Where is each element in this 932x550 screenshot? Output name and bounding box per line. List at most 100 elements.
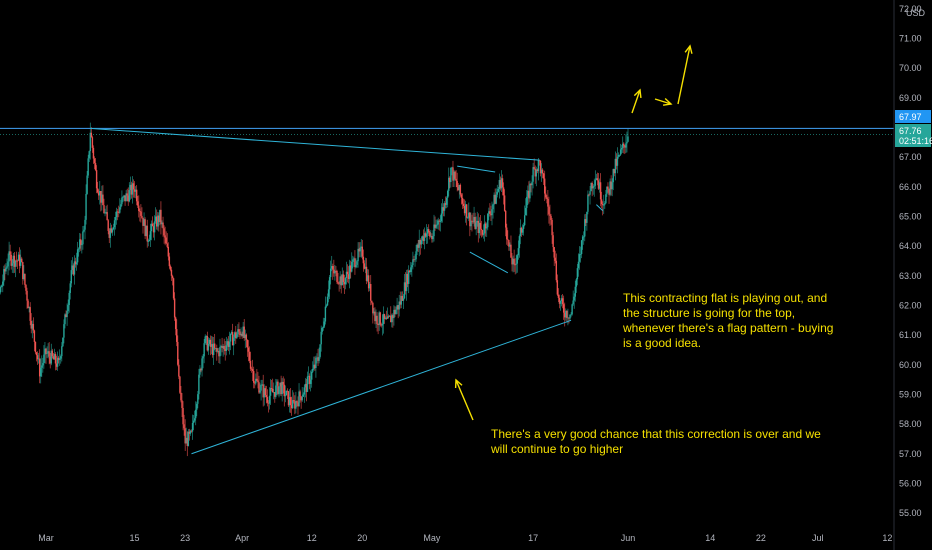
candle-body	[86, 175, 88, 194]
candle-body	[618, 154, 621, 156]
candle-body	[526, 196, 528, 208]
candle-body	[346, 271, 349, 275]
candle-body	[141, 215, 143, 218]
candle-body	[547, 198, 549, 207]
candle-body	[268, 395, 271, 404]
candle-body	[199, 368, 201, 375]
candle-body	[300, 396, 302, 401]
candle-body	[565, 310, 567, 318]
candle-body	[460, 194, 463, 198]
candle-body	[195, 409, 197, 419]
candle-body	[545, 193, 547, 198]
candle-body	[617, 155, 620, 157]
y-tick-label: 56.00	[899, 478, 922, 488]
candle-body	[96, 188, 99, 193]
x-tick-label: 14	[705, 533, 715, 543]
candle-body	[100, 190, 102, 203]
candle-body	[458, 184, 461, 191]
annotation-top[interactable]: This contracting flat is playing out, an…	[623, 291, 834, 350]
candle-body	[227, 341, 230, 347]
candle-body	[382, 314, 385, 325]
candle-body	[271, 388, 274, 393]
currency-label: USD	[906, 8, 926, 18]
candle-body	[164, 235, 166, 238]
candle-body	[614, 158, 617, 174]
candle-body	[601, 204, 604, 206]
candle-body	[600, 199, 603, 205]
candle-body	[226, 341, 229, 346]
candle-body	[212, 343, 215, 355]
arrows-group	[454, 44, 693, 421]
candle-body	[59, 358, 61, 360]
candle-body	[378, 312, 380, 326]
candle-body	[84, 219, 86, 230]
x-tick-label: Apr	[235, 533, 249, 543]
annotation-bottom[interactable]: There's a very good chance that this cor…	[491, 427, 821, 456]
candle-body	[551, 219, 553, 236]
candle-body	[159, 209, 161, 222]
candle-body	[247, 347, 250, 352]
candle-body	[512, 258, 514, 265]
candle-body	[18, 254, 21, 266]
y-tick-label: 70.00	[899, 63, 922, 73]
candle-body	[250, 368, 253, 370]
candle-body	[235, 332, 237, 339]
candle-body	[475, 222, 477, 229]
candle-body	[371, 300, 373, 303]
candle-body	[102, 194, 104, 206]
candle-body	[432, 236, 434, 240]
candle-body	[115, 211, 118, 218]
candle-body	[379, 312, 381, 325]
candle-body	[536, 169, 539, 172]
candle-body	[85, 193, 87, 220]
candle-body	[570, 314, 572, 316]
candle-body	[402, 298, 405, 301]
candle-body	[535, 169, 537, 177]
candle-body	[594, 180, 597, 186]
candle-body	[437, 220, 439, 225]
candle-body	[113, 220, 116, 228]
candle-body	[502, 187, 505, 196]
candle-body	[64, 314, 66, 325]
candle-body	[591, 182, 593, 189]
candle-body	[133, 189, 136, 192]
candle-body	[401, 295, 404, 301]
candle-body	[363, 263, 366, 269]
drawing-lines-group	[0, 127, 894, 455]
x-axis-ticks: Mar 15 23 Apr 12 20 May 17 Jun 14 22 Jul 12	[38, 533, 892, 543]
candle-body	[609, 181, 611, 195]
candle-body	[171, 275, 174, 279]
candle-body	[181, 400, 183, 408]
y-tick-label: 69.00	[899, 93, 922, 103]
level-price-label-bg	[895, 110, 931, 123]
candle-body	[196, 403, 198, 410]
candle-body	[301, 396, 303, 401]
candle-body	[407, 270, 410, 284]
candle-body	[429, 232, 431, 237]
candle-body	[548, 206, 550, 215]
candle-body	[263, 388, 265, 398]
candle-body	[338, 283, 340, 285]
candle-body	[566, 310, 568, 318]
candle-body	[520, 227, 523, 233]
price-axis[interactable]	[894, 0, 932, 550]
candle-body	[465, 204, 468, 218]
candle-body	[403, 282, 406, 299]
candle-body	[306, 376, 309, 392]
x-tick-label: May	[423, 533, 441, 543]
candle-body	[172, 278, 175, 299]
candle-body	[146, 225, 148, 242]
candle-body	[269, 388, 272, 396]
candle-body	[611, 182, 613, 190]
candle-body	[464, 204, 467, 214]
candle-body	[347, 274, 350, 280]
candle-body	[2, 281, 4, 286]
candle-body	[421, 236, 424, 241]
candle-body	[337, 282, 339, 284]
candle-body	[1, 285, 3, 287]
candle-body	[26, 290, 28, 301]
y-tick-label: 63.00	[899, 271, 922, 281]
candle-body	[308, 375, 311, 384]
candle-body	[55, 363, 58, 367]
